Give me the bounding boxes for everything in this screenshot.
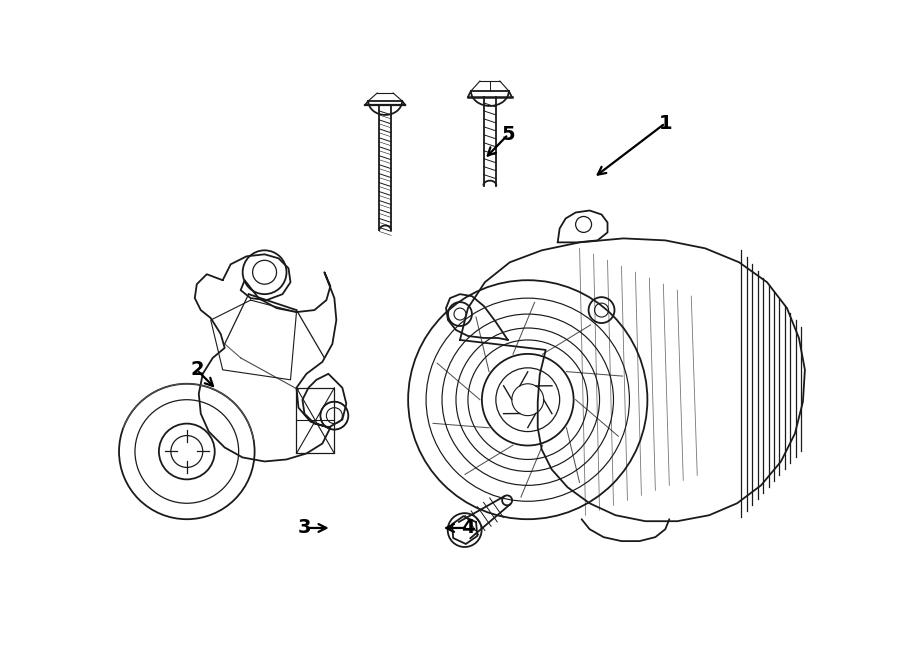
Text: 5: 5 xyxy=(501,125,515,144)
Text: 4: 4 xyxy=(461,518,475,537)
Text: 1: 1 xyxy=(659,114,672,133)
Text: 2: 2 xyxy=(190,360,203,379)
Text: 3: 3 xyxy=(298,518,311,537)
